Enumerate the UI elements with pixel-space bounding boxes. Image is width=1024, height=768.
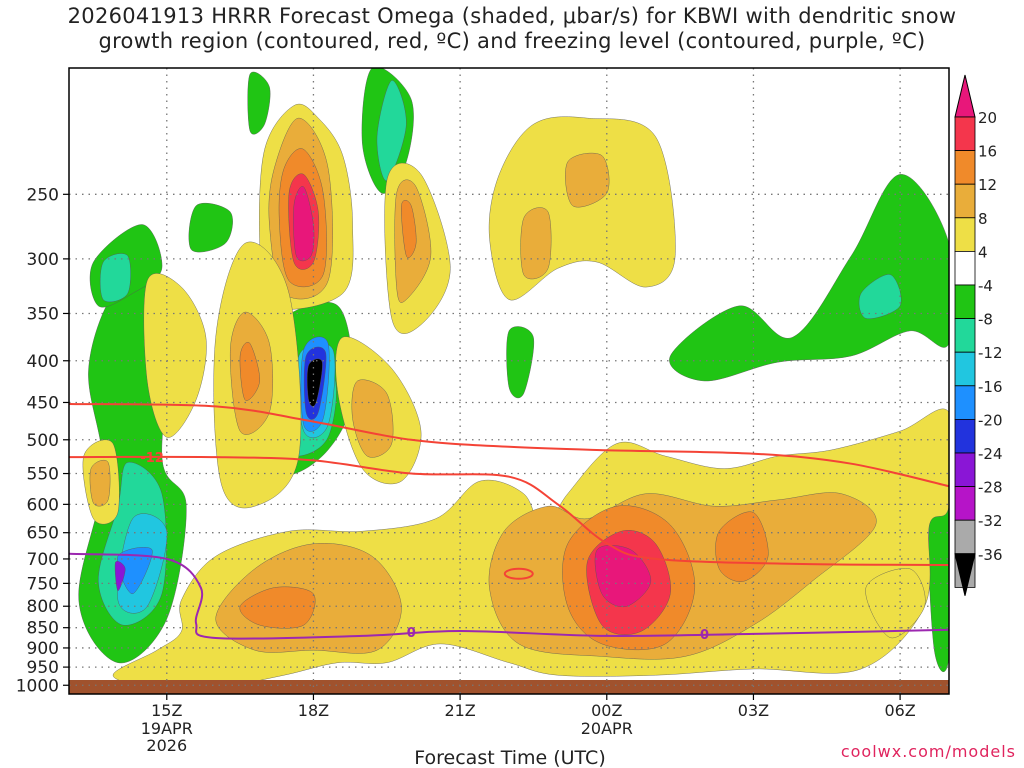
colorbar-label--32: -32 <box>978 512 1003 530</box>
omega-region-4 <box>114 561 126 591</box>
omega-region-17 <box>506 326 535 399</box>
contour-label-1: 0 <box>407 626 416 641</box>
omega-region-18 <box>669 174 949 382</box>
y-tick-label-800: 800 <box>27 597 59 617</box>
x-tick-sublabel-15Z-1: 2026 <box>146 736 187 755</box>
colorbar-swatch-12 <box>954 183 976 219</box>
chart-title-line-2: growth region (contoured, red, ºC) and f… <box>98 29 926 53</box>
colorbar-swatch--32 <box>954 519 976 555</box>
colorbar-label-12: 12 <box>978 176 997 194</box>
chart-title: 2026041913 HRRR Forecast Omega (shaded, … <box>0 4 1024 54</box>
y-tick-label-450: 450 <box>27 393 59 413</box>
omega-region-49 <box>865 568 926 638</box>
colorbar-legend: 20 16 12 8 4 -4 -8 -12 -16 -20 -24 -28 -32 -36 <box>954 74 1003 596</box>
x-tick-label-06Z: 06Z <box>884 701 915 720</box>
colorbar-label--8: -8 <box>978 311 993 329</box>
y-tick-label-600: 600 <box>27 495 59 515</box>
y-tick-label-400: 400 <box>27 352 59 372</box>
colorbar-label--28: -28 <box>978 479 1003 497</box>
freezing-level-contour <box>69 552 949 640</box>
dendritic-contour-upper <box>69 403 949 488</box>
y-tick-label-700: 700 <box>27 550 59 570</box>
colorbar-label-16: 16 <box>978 143 997 161</box>
omega-shading-layer <box>78 68 949 690</box>
omega-region-35 <box>239 342 260 401</box>
contour-label-0: -12 <box>140 451 164 466</box>
dendritic-contour-loop <box>503 567 534 580</box>
gridlines <box>69 68 949 694</box>
y-tick-label-850: 850 <box>27 619 59 639</box>
omega-region-19 <box>858 274 902 319</box>
omega-region-6 <box>99 253 131 303</box>
terrain-layer <box>69 680 949 694</box>
contour-label-2: 0 <box>700 628 709 643</box>
y-tick-label-750: 750 <box>27 574 59 594</box>
colorbar-label--16: -16 <box>978 378 1003 396</box>
omega-region-15 <box>247 71 271 135</box>
x-tick-label-15Z: 15Z <box>151 701 182 720</box>
y-tick-label-950: 950 <box>27 658 59 678</box>
x-tick-label-21Z: 21Z <box>444 701 475 720</box>
colorbar-label-8: 8 <box>978 210 988 228</box>
colorbar-top-arrow <box>954 74 976 118</box>
omega-region-12 <box>307 358 323 407</box>
colorbar-swatch-16 <box>954 150 976 185</box>
x-tick-label-18Z: 18Z <box>298 701 329 720</box>
y-tick-label-300: 300 <box>27 250 59 270</box>
y-tick-label-650: 650 <box>27 524 59 544</box>
omega-region-47 <box>594 545 652 608</box>
colorbar-label--4: -4 <box>978 277 993 295</box>
colorbar-swatch--4 <box>954 284 976 319</box>
colorbar-swatch-8 <box>954 217 976 252</box>
omega-region-43 <box>239 586 316 629</box>
y-tick-label-250: 250 <box>27 185 59 205</box>
omega-region-29 <box>401 200 417 258</box>
dendritic-contour-lower <box>69 455 949 566</box>
y-tick-label-900: 900 <box>27 639 59 659</box>
omega-region-31 <box>520 207 552 280</box>
colorbar-bottom-arrow <box>954 553 976 596</box>
y-tick-label-1000: 1000 <box>16 676 59 696</box>
colorbar-swatch-20 <box>954 116 976 151</box>
y-tick-label-550: 550 <box>27 465 59 485</box>
colorbar-swatch--24 <box>954 452 976 487</box>
colorbar-label-20: 20 <box>978 109 997 127</box>
colorbar-label--24: -24 <box>978 445 1003 463</box>
colorbar-swatch--12 <box>954 351 976 387</box>
omega-region-16 <box>188 202 233 253</box>
chart-title-line-1: 2026041913 HRRR Forecast Omega (shaded, … <box>67 4 957 28</box>
omega-region-30 <box>488 116 676 301</box>
contour-layer <box>69 403 949 640</box>
colorbar-label--20: -20 <box>978 411 1003 429</box>
colorbar-swatch-4 <box>954 250 976 286</box>
x-axis-title: Forecast Time (UTC) <box>414 747 605 768</box>
y-tick-label-500: 500 <box>27 431 59 451</box>
colorbar-label-4: 4 <box>978 243 988 261</box>
omega-region-40 <box>351 379 394 458</box>
x-tick-label-03Z: 03Z <box>738 701 769 720</box>
site-credit: coolwx.com/models <box>840 742 1016 761</box>
omega-region-32 <box>565 152 610 208</box>
y-tick-label-350: 350 <box>27 304 59 324</box>
omega-region-36 <box>143 273 207 438</box>
colorbar-label--36: -36 <box>978 546 1003 564</box>
colorbar-swatch--8 <box>954 318 976 353</box>
x-tick-sublabel-00Z-0: 20APR <box>581 719 633 738</box>
plot-frame <box>68 67 950 695</box>
omega-region-38 <box>89 460 111 507</box>
x-tick-sublabel-15Z-0: 19APR <box>141 719 193 738</box>
colorbar-swatch--16 <box>954 385 976 420</box>
omega-region-26 <box>293 186 315 262</box>
terrain-strip <box>69 680 949 694</box>
omega-region-48 <box>715 511 769 582</box>
colorbar-swatch--20 <box>954 418 976 454</box>
colorbar-swatch--28 <box>954 486 976 521</box>
x-tick-label-00Z: 00Z <box>591 701 622 720</box>
colorbar-label--12: -12 <box>978 344 1003 362</box>
contour-labels: -12 0 0 <box>140 451 709 643</box>
